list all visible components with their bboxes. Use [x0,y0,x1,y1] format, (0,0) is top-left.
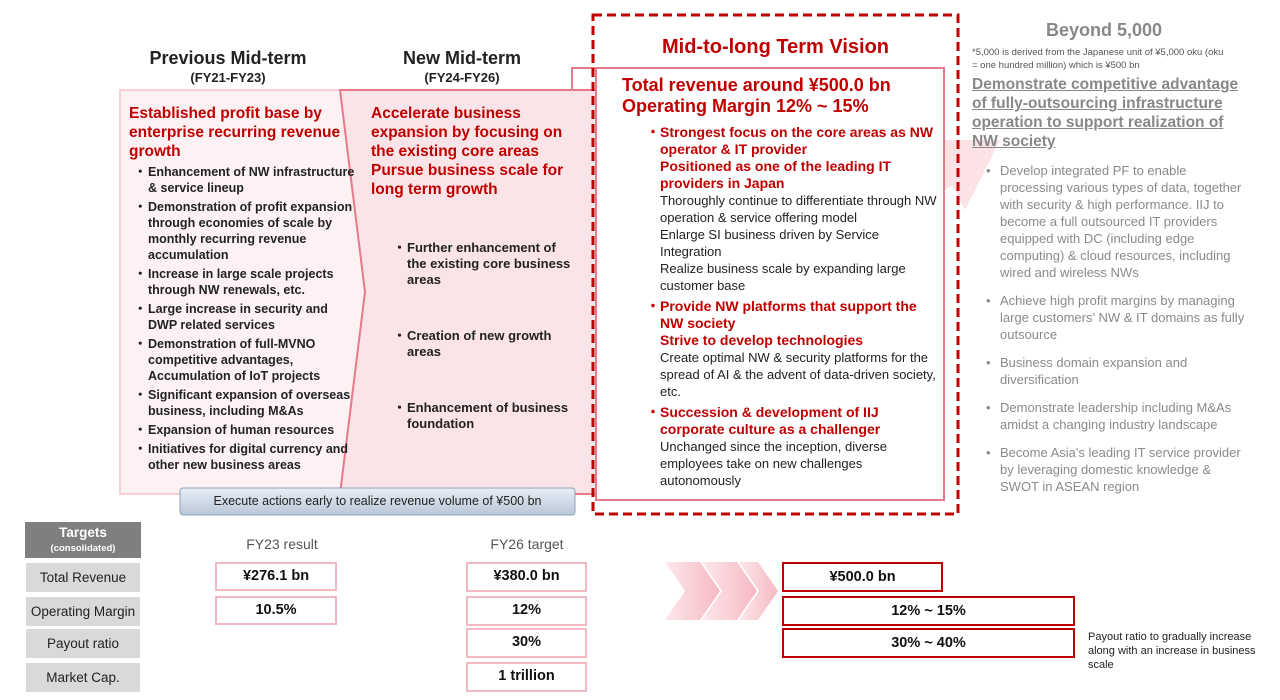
beyond-note: *5,000 is derived from the Japanese unit… [972,47,1224,71]
bullet: ・ [646,298,660,314]
vision-sections: Strongest focus on the core areas as NW … [646,124,938,493]
list-item: Demonstrate leadership including M&As am… [986,399,1245,433]
previous-period: (FY21-FY23) [190,70,266,85]
row-label: Market Cap. [25,662,141,693]
list-item: Demonstration of full-MVNO competitive a… [134,336,360,384]
vision-section-heading: Positioned as one of the leading IT prov… [660,158,892,191]
fy23-value: 10.5% [215,596,337,625]
beyond-list: Develop integrated PF to enable processi… [986,162,1245,506]
chevron [702,562,757,620]
vision-section-text: Unchanged since the inception, diverse e… [660,439,887,488]
list-item: Enhancement of business foundation [393,400,577,432]
bullet: ・ [646,124,660,140]
list-item: Creation of new growth areas [393,328,577,360]
banner-box [179,487,576,516]
vision-section: Strongest focus on the core areas as NW … [646,124,938,294]
vision-section: Provide NW platforms that support the NW… [646,298,938,400]
new-heading-line: Accelerate business expansion by focusin… [371,105,563,160]
bullet: ・ [646,404,660,420]
previous-title: Previous Mid-term [149,48,307,68]
vision-section-text: Thoroughly continue to differentiate thr… [660,193,937,225]
vision-title: Mid-to-long Term Vision [661,36,890,58]
previous-heading: Established profit base by enterprise re… [129,105,341,160]
vision-section-heading: Strive to develop technologies [660,332,864,348]
list-item: Expansion of human resources [134,422,360,438]
list-item: Business domain expansion and diversific… [986,354,1245,388]
list-item: Become Asia's leading IT service provide… [986,444,1245,495]
new-period: (FY24-FY26) [424,70,500,85]
vision-section-heading: Strongest focus on the core areas as NW … [660,124,934,157]
previous-list: Enhancement of NW infrastructure & servi… [134,164,360,476]
targets-title: Targets [59,525,107,540]
targets-subtitle: (consolidated) [50,543,116,554]
row-label: Operating Margin [25,596,141,627]
vision-headline: Total revenue around ¥500.0 bn Operating … [622,75,942,117]
vision-value: 12% ~ 15% [782,596,1075,626]
fy26-value: 12% [466,596,587,626]
targets-header-bg [25,522,141,558]
vision-section-text: Enlarge SI business driven by Service In… [660,227,879,259]
vision-section: Succession & development of IIJ corporat… [646,404,938,489]
vision-value: 30% ~ 40% [782,628,1075,658]
list-item: Large increase in security and DWP relat… [134,301,360,333]
vision-section-text: Create optimal NW & security platforms f… [660,350,936,399]
column-header: FY26 target [490,536,564,552]
vision-headline-line: Operating Margin 12% ~ 15% [622,96,869,116]
fy26-value: 30% [466,628,587,658]
fy26-value: 1 trillion [466,662,587,692]
chevron [739,562,778,620]
vision-section-text: Realize business scale by expanding larg… [660,261,906,293]
fy23-value: ¥276.1 bn [215,562,337,591]
beyond-title: Beyond 5,000 [1045,20,1163,40]
vision-frame [591,13,960,516]
row-label: Total Revenue [25,562,141,593]
list-item: Achieve high profit margins by managing … [986,292,1245,343]
row-label: Payout ratio [25,628,141,659]
vision-section-heading: Provide NW platforms that support the NW… [660,298,917,331]
connector [571,67,596,90]
new-heading-line: Pursue business scale for long term grow… [371,162,564,198]
new-title: New Mid-term [402,48,521,68]
list-item: Increase in large scale projects through… [134,266,360,298]
vision-value: ¥500.0 bn [782,562,943,592]
vision-headline-line: Total revenue around ¥500.0 bn [622,75,891,95]
fy26-value: ¥380.0 bn [466,562,587,592]
chevron [665,562,720,620]
vision-box [595,67,945,501]
beyond-heading: Demonstrate competitive advantage of ful… [972,76,1239,150]
vision-section-heading: Succession & development of IIJ corporat… [660,404,881,437]
list-item: Develop integrated PF to enable processi… [986,162,1245,281]
column-header: FY23 result [246,536,318,552]
list-item: Demonstration of profit expansion throug… [134,199,360,263]
targets-note: Payout ratio to gradually increase along… [1088,631,1256,671]
new-list: Further enhancement of the existing core… [393,240,577,472]
list-item: Significant expansion of overseas busine… [134,387,360,419]
banner-text: Execute actions early to realize revenue… [213,494,542,508]
list-item: Enhancement of NW infrastructure & servi… [134,164,360,196]
list-item: Further enhancement of the existing core… [393,240,577,288]
new-heading: Accelerate business expansion by focusin… [371,104,581,199]
list-item: Initiatives for digital currency and oth… [134,441,360,473]
